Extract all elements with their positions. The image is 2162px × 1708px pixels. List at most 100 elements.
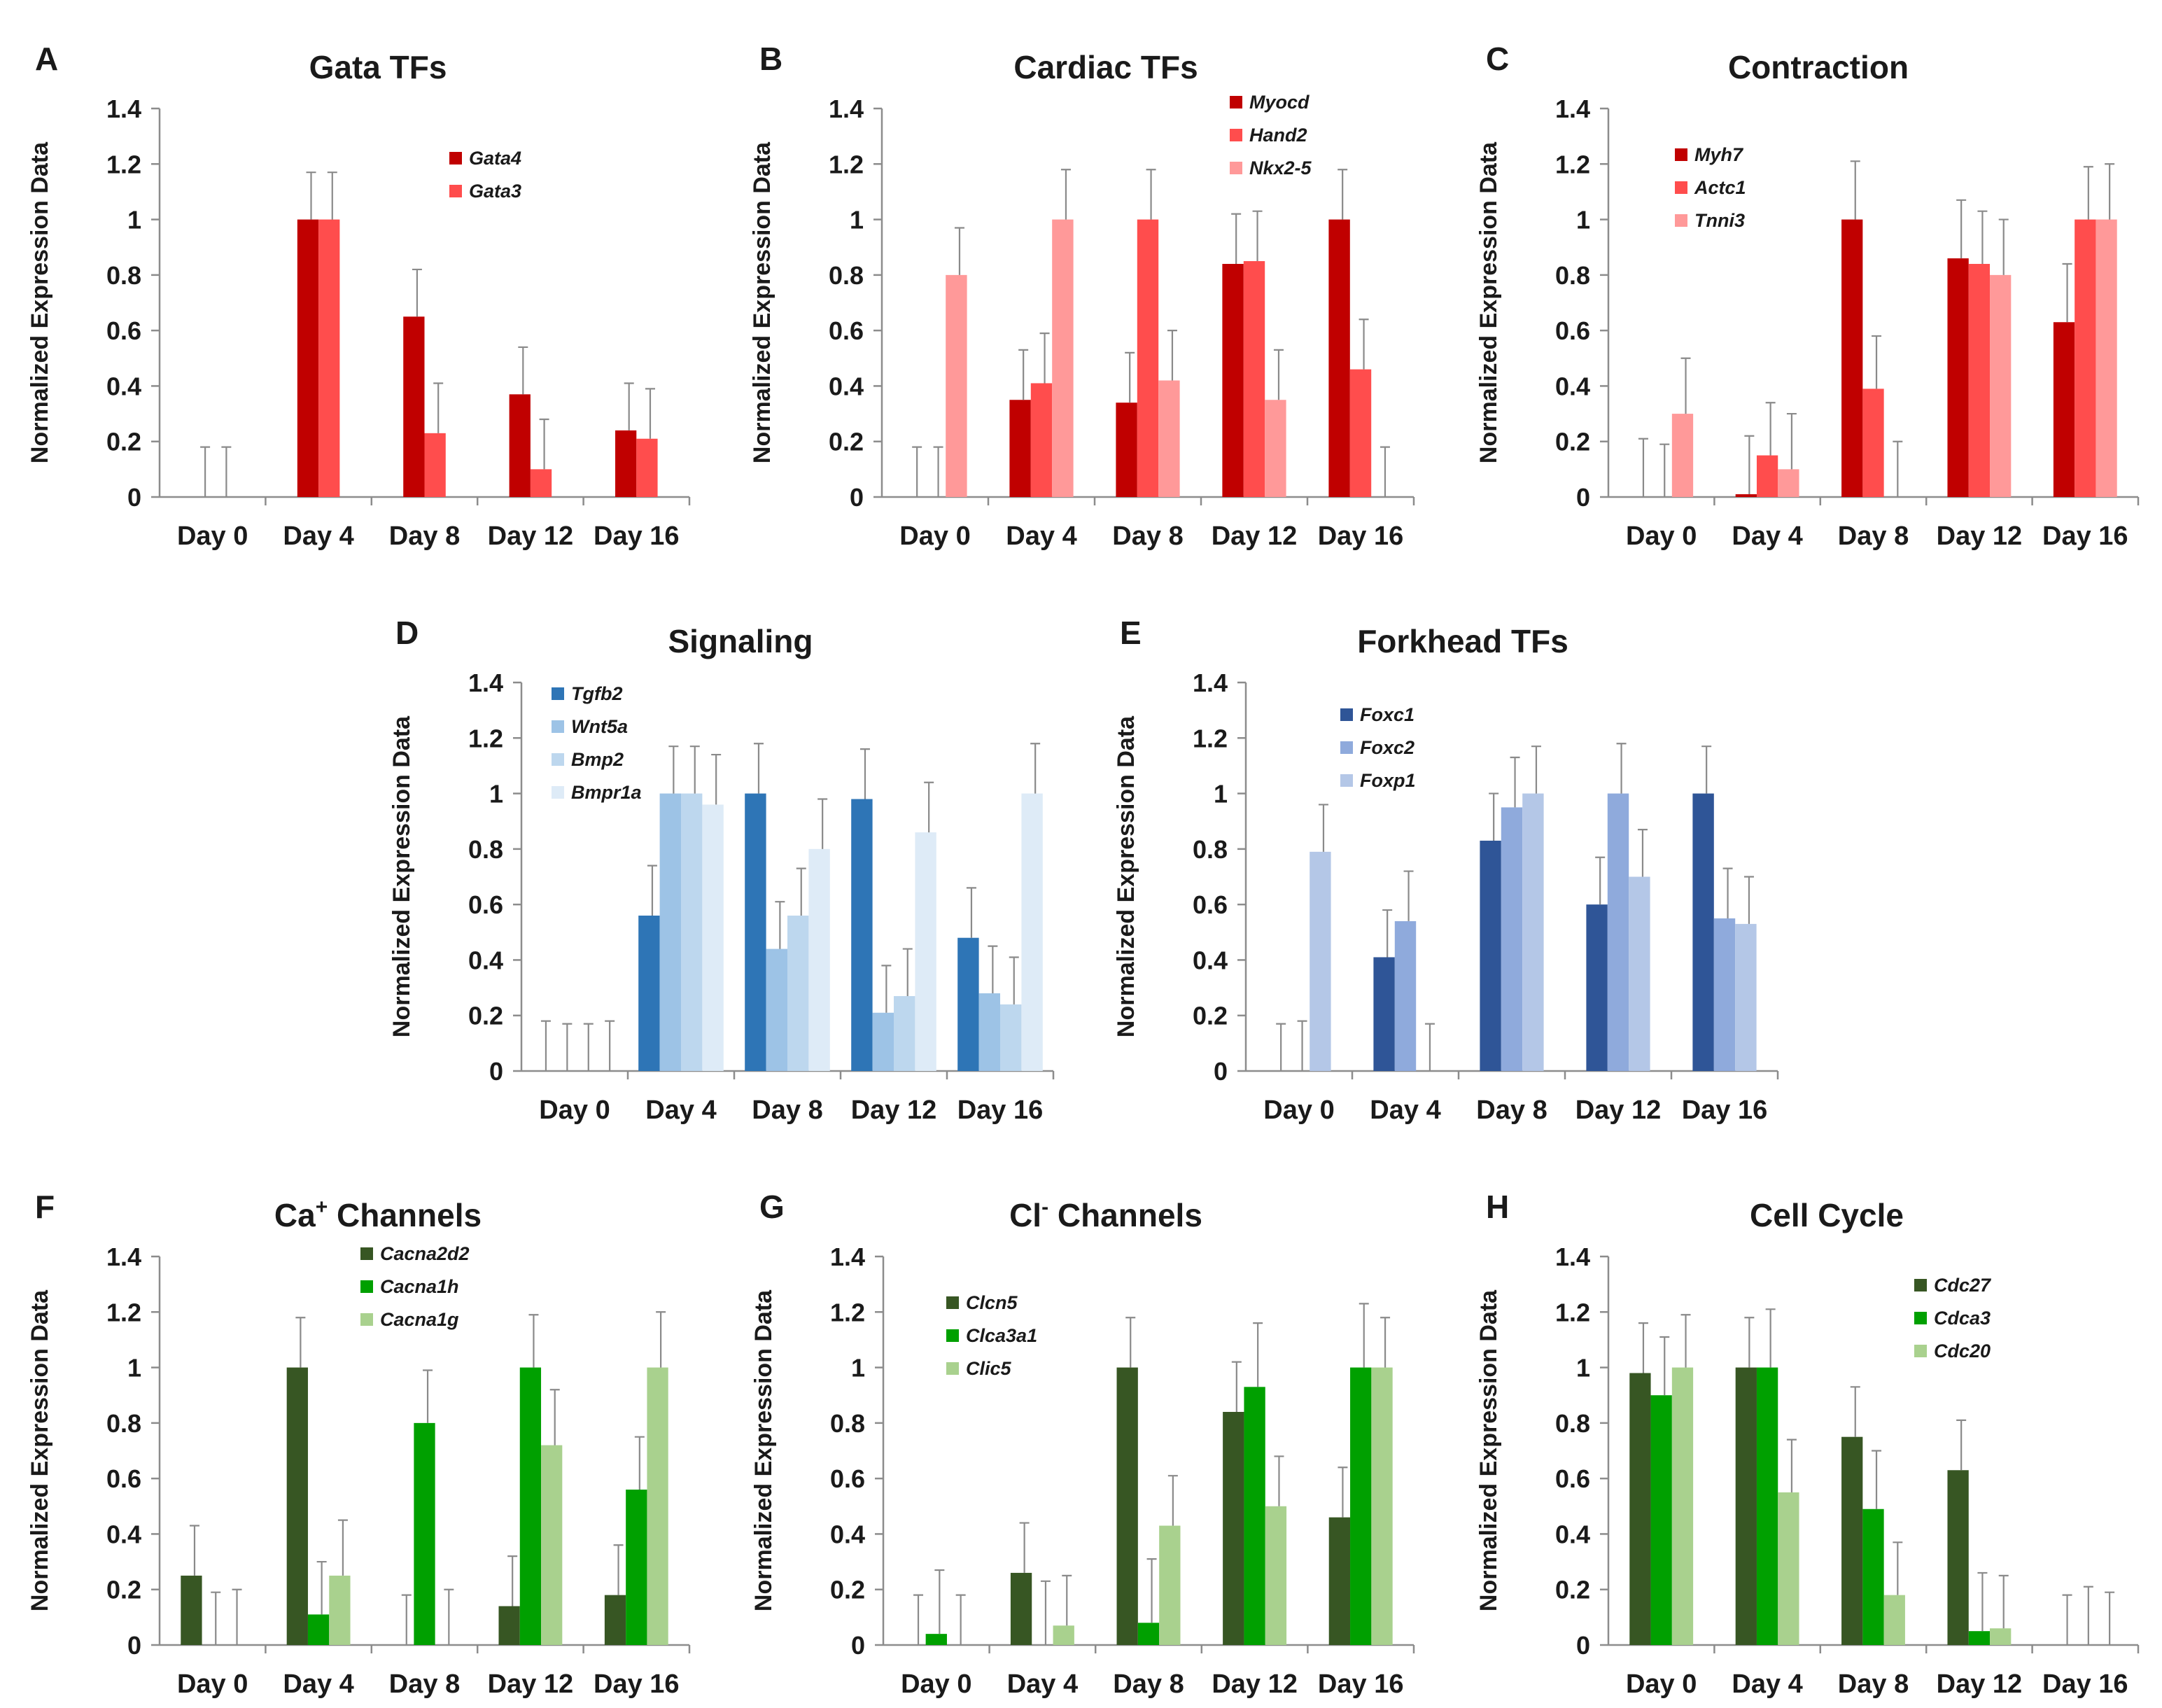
bar-myh7-day-4 [1735,494,1757,497]
y-tick-label: 0.6 [468,890,503,919]
y-tick-label: 0.2 [106,428,141,456]
bar-cacna1g-day-12 [541,1445,563,1645]
legend-label: Clcn5 [966,1292,1018,1313]
bar-cacna2d2-day-4 [286,1367,308,1645]
bar-clca3a1-day-8 [1137,1623,1160,1645]
bar-foxc1-day-4 [1373,957,1395,1071]
error-bar-bmpr1a-day-8 [817,798,828,849]
y-tick-label: 1 [1576,1354,1590,1382]
legend-label: Foxp1 [1360,770,1416,791]
bar-cdc20-day-4 [1778,1492,1799,1645]
chart-title-main: Signaling [668,623,813,659]
y-tick-label: 0.8 [106,1409,141,1438]
error-bar-cacna1h-day-16 [634,1436,645,1490]
bar-cacna1h-day-8 [414,1422,435,1645]
x-tick-label: Day 0 [1626,1670,1697,1699]
error-bar-clic5-day-12 [1274,1455,1284,1506]
legend-label: Bmp2 [571,749,624,770]
x-tick-label: Day 16 [1682,1096,1768,1125]
bar-nkx2-5-day-0 [946,274,967,497]
error-bar-nkx2-5-day-0 [954,227,964,275]
legend-swatch [1675,181,1687,194]
bar-gata4-day-16 [615,430,637,497]
error-bar-clic5-day-16 [1380,1317,1391,1368]
error-bar-clcn5-day-0 [913,1594,924,1645]
chart-title-e: Forkhead TFs [1357,623,1568,659]
error-bar-clcn5-day-16 [1338,1466,1348,1518]
bar-foxc2-day-8 [1501,807,1523,1071]
chart-title-d: Signaling [668,623,813,659]
y-tick-label: 0.6 [106,1464,141,1493]
bar-cdc20-day-8 [1883,1595,1905,1645]
bar-cdca3-day-12 [1968,1631,1991,1645]
error-bar-myh7-day-12 [1956,199,1967,259]
bar-foxp1-day-16 [1735,923,1757,1071]
error-bar-cdc20-day-12 [1998,1574,2009,1629]
error-bar-foxp1-day-0 [1318,804,1328,852]
bar-cdc27-day-0 [1629,1373,1651,1645]
error-bar-tgfb2-day-16 [966,887,976,938]
y-tick-label: 1.4 [106,94,141,123]
chart-title-b: Cardiac TFs [1013,49,1198,85]
y-tick-label: 0 [1214,1057,1228,1086]
y-axis-label-h: Normalized Expression Data [1475,1289,1502,1611]
bar-gata3-day-8 [424,433,446,497]
error-bar-foxc2-day-4 [1403,870,1414,921]
error-bar-hand2-day-8 [1146,169,1156,220]
x-tick-label: Day 0 [177,1670,248,1699]
bar-clcn5-day-16 [1328,1517,1351,1645]
bar-bmp2-day-4 [681,793,703,1071]
legend-c: Myh7 Actc1 Tnni3 [1675,144,1746,231]
error-bar-tgfb2-day-8 [753,743,764,794]
error-bar-wnt5a-day-12 [881,965,892,1013]
x-tick-label: Day 8 [389,1670,460,1699]
legend-e: Foxc1 Foxc2 Foxp1 [1340,704,1416,791]
y-tick-label: 0.4 [106,372,141,400]
bar-myocd-day-4 [1009,400,1031,497]
error-bar-clca3a1-day-12 [1253,1322,1263,1387]
y-tick-label: 0.4 [468,946,503,974]
y-axis-label-e: Normalized Expression Data [1113,715,1139,1037]
error-bar-nkx2-5-day-12 [1273,349,1284,400]
y-tick-label: 1.2 [106,1298,141,1326]
error-bar-clca3a1-day-8 [1146,1558,1157,1623]
bar-cacna1g-day-4 [329,1575,351,1645]
bar-cdc20-day-12 [1990,1628,2012,1645]
y-tick-label: 0.8 [830,1409,865,1438]
error-bar-hand2-day-0 [933,446,943,497]
error-bar-cdc27-day-12 [1956,1419,1967,1471]
bar-foxp1-day-0 [1310,851,1331,1071]
error-bar-wnt5a-day-16 [988,945,998,993]
y-tick-label: 0.6 [1555,1464,1590,1493]
x-tick-label: Day 4 [1370,1096,1440,1125]
x-tick-label: Day 4 [645,1096,716,1125]
chart-title-g: Cl- Channels [1009,1196,1202,1233]
y-axis-label-a: Normalized Expression Data [27,141,53,463]
error-bar-gata3-day-0 [221,446,232,497]
legend-label: Actc1 [1694,177,1746,198]
bar-hand2-day-12 [1243,261,1265,497]
bar-cacna1h-day-12 [519,1367,542,1645]
error-bar-tnni3-day-8 [1893,440,1903,497]
legend-label: Gata4 [469,148,521,169]
y-tick-label: 0.2 [106,1576,141,1604]
error-bar-bmpr1a-day-16 [1030,743,1041,794]
legend-swatch [552,687,564,700]
error-bar-actc1-day-0 [1659,443,1670,497]
error-bar-wnt5a-day-4 [668,746,679,794]
bar-foxp1-day-12 [1629,876,1650,1071]
legend-label: Nkx2-5 [1249,158,1312,178]
legend-label: Hand2 [1249,125,1307,146]
y-axis-label-c: Normalized Expression Data [1475,141,1502,463]
error-bar-foxc1-day-16 [1701,746,1712,794]
error-bar-bmp2-day-4 [689,746,700,794]
bar-gata4-day-12 [509,394,531,497]
bar-tgfb2-day-4 [638,916,660,1071]
bar-bmpr1a-day-4 [702,804,724,1071]
x-tick-label: Day 16 [957,1096,1044,1125]
x-tick-label: Day 0 [901,1670,971,1699]
error-bar-cacna1g-day-0 [232,1588,242,1645]
y-tick-label: 1 [1576,206,1590,234]
x-tick-label: Day 16 [594,1670,680,1699]
bar-actc1-day-16 [2075,219,2096,497]
